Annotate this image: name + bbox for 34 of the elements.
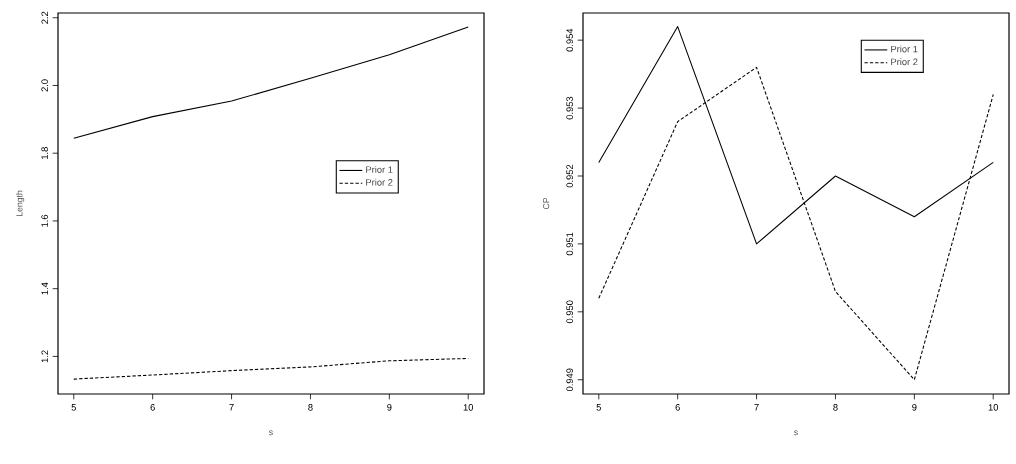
y-tick-label: 0.954: [566, 28, 573, 52]
y-tick-label: 0.953: [566, 96, 573, 120]
x-axis-title: s: [269, 430, 273, 436]
y-tick-label: 0.950: [566, 300, 573, 324]
x-tick-label: 5: [71, 404, 76, 411]
y-tick-label: 2.2: [41, 11, 48, 24]
x-axis-title: s: [794, 430, 798, 436]
x-tick-label: 5: [596, 404, 601, 411]
y-tick-label: 1.8: [41, 147, 48, 159]
x-tick-label: 10: [988, 404, 999, 411]
y-axis-title: Length: [16, 190, 25, 217]
x-tick-label: 7: [754, 404, 759, 411]
legend-label: Prior 2: [366, 178, 393, 186]
line-series: [73, 357, 469, 380]
y-tick-label: 2.0: [41, 79, 48, 92]
y-tick-label: 1.6: [41, 214, 48, 227]
x-tick-label: 9: [912, 404, 917, 411]
x-tick-label: 9: [387, 404, 392, 411]
y-axis-title: CP: [543, 197, 550, 210]
y-tick-label: 0.952: [566, 164, 573, 188]
legend-label: Prior 1: [891, 45, 918, 53]
x-tick-label: 6: [150, 404, 155, 411]
y-tick-label: 0.949: [566, 368, 573, 392]
y-tick-label: 1.2: [41, 350, 48, 363]
legend-label: Prior 1: [366, 166, 393, 173]
x-tick-label: 7: [229, 404, 234, 411]
y-tick-label: 0.951: [566, 232, 573, 256]
legend-label: Prior 2: [891, 58, 918, 66]
x-tick-label: 10: [463, 404, 474, 411]
x-tick-label: 6: [675, 404, 680, 411]
line-series: [73, 26, 469, 139]
x-tick-label: 8: [833, 404, 838, 411]
x-tick-label: 8: [308, 404, 313, 411]
y-tick-label: 1.4: [41, 282, 48, 295]
